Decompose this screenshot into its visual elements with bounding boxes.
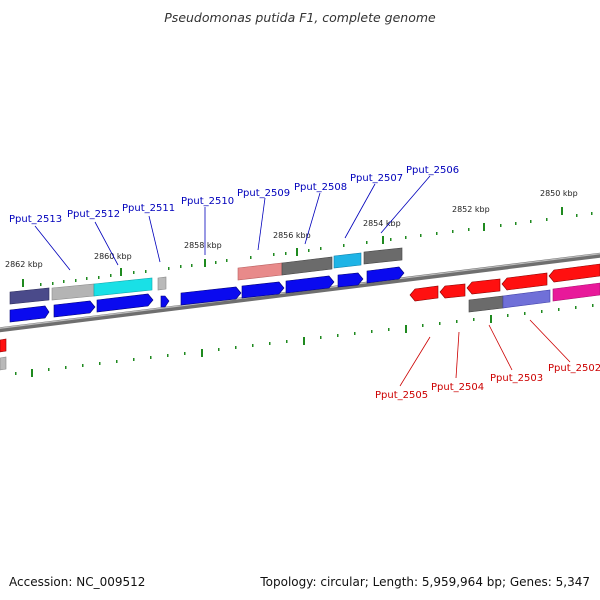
gene-arrow[interactable] <box>548 263 600 283</box>
tick-2858 <box>204 259 206 267</box>
map-title: Pseudomonas putida F1, complete genome <box>164 10 436 25</box>
feature-block <box>9 287 50 305</box>
gene-label-pput-2512[interactable]: Pput_2512 <box>67 209 120 220</box>
gene-label-pput-2513[interactable]: Pput_2513 <box>9 214 62 225</box>
forward-leader-lines <box>34 175 431 271</box>
gene-arrow[interactable] <box>241 281 285 299</box>
tick-2862 <box>22 279 24 287</box>
gene-label-pput-2503[interactable]: Pput_2503 <box>490 373 543 384</box>
tick-label-2852: 2852 kbp <box>452 205 490 214</box>
tick-2854 <box>382 236 384 244</box>
tick-2852 <box>483 223 485 231</box>
gene-arrow[interactable] <box>180 286 242 306</box>
gene-arrow[interactable] <box>9 305 50 323</box>
feature-block <box>237 262 283 281</box>
feature-block <box>363 247 403 265</box>
tick-2850 <box>561 207 563 215</box>
gene-label-pput-2506[interactable]: Pput_2506 <box>406 165 459 176</box>
feature-block <box>552 282 600 302</box>
forward-gene-labels: Pput_2513 Pput_2512 Pput_2511 Pput_2510 … <box>9 165 459 225</box>
feature-block <box>468 295 504 313</box>
gene-arrow[interactable] <box>466 278 501 295</box>
gene-arrow[interactable] <box>501 272 548 291</box>
feature-block <box>0 356 7 371</box>
feature-block <box>93 277 153 297</box>
tick-label-2858: 2858 kbp <box>184 241 222 250</box>
chromosome-backbone <box>0 252 600 333</box>
feature-block <box>157 276 167 291</box>
gene-label-pput-2508[interactable]: Pput_2508 <box>294 182 347 193</box>
lower-scale-dots <box>15 304 594 375</box>
gene-arrow[interactable] <box>0 338 7 353</box>
gene-arrow[interactable] <box>53 300 96 318</box>
gene-arrow[interactable] <box>439 283 466 299</box>
tick-label-2854: 2854 kbp <box>363 219 401 228</box>
gene-arrow[interactable] <box>409 285 439 302</box>
gene-arrow[interactable] <box>160 295 170 308</box>
tick-2856 <box>296 248 298 256</box>
tick-label-2860: 2860 kbp <box>94 252 132 261</box>
gene-label-pput-2502[interactable]: Pput_2502 <box>548 363 600 374</box>
feature-block <box>51 283 95 301</box>
scale-ticks: 2862 kbp 2860 kbp 2858 kbp 2856 kbp 2854… <box>5 189 578 287</box>
feature-bars-lower <box>0 282 600 371</box>
gene-label-pput-2510[interactable]: Pput_2510 <box>181 196 234 207</box>
gene-label-pput-2505[interactable]: Pput_2505 <box>375 390 428 401</box>
gene-arrow[interactable] <box>366 266 405 284</box>
upper-scale-dots <box>40 212 593 286</box>
gene-arrow[interactable] <box>96 293 154 313</box>
gene-label-pput-2504[interactable]: Pput_2504 <box>431 382 484 393</box>
forward-genes <box>9 266 405 323</box>
feature-block <box>502 289 551 309</box>
feature-block <box>333 252 362 269</box>
gene-arrow[interactable] <box>285 275 335 294</box>
feature-block <box>281 256 333 276</box>
gene-label-pput-2509[interactable]: Pput_2509 <box>237 188 290 199</box>
gene-label-pput-2511[interactable]: Pput_2511 <box>122 203 175 214</box>
gene-arrow[interactable] <box>337 272 364 288</box>
genome-summary-text: Topology: circular; Length: 5,959,964 bp… <box>259 575 590 589</box>
accession-text: Accession: NC_009512 <box>9 575 145 589</box>
reverse-genes <box>0 263 600 353</box>
reverse-leader-lines <box>399 319 571 387</box>
tick-2860 <box>120 268 122 276</box>
feature-bars-upper <box>9 247 403 305</box>
reverse-gene-labels: Pput_2505 Pput_2504 Pput_2503 Pput_2502 <box>375 363 600 401</box>
gene-label-pput-2507[interactable]: Pput_2507 <box>350 173 403 184</box>
tick-label-2850: 2850 kbp <box>540 189 578 198</box>
lower-scale-ticks <box>31 315 492 377</box>
tick-label-2862: 2862 kbp <box>5 260 43 269</box>
tick-label-2856: 2856 kbp <box>273 231 311 240</box>
